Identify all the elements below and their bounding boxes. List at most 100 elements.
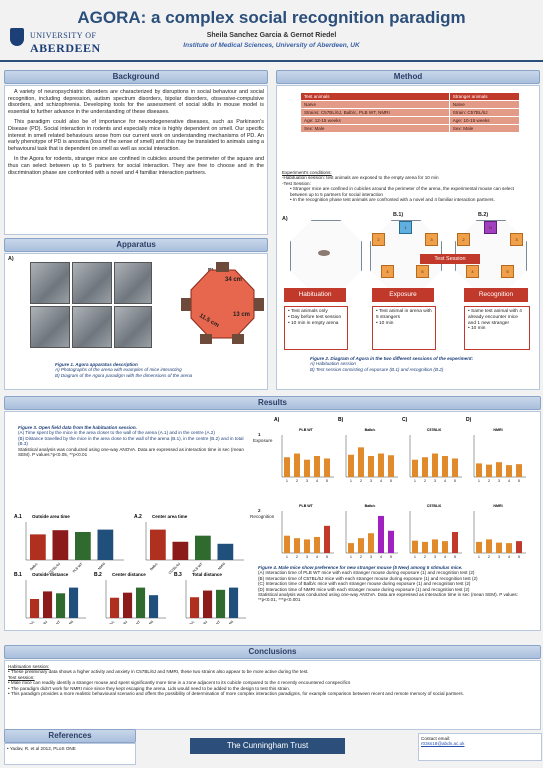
- animals-table: Test animals Stranger animals Naïve Naïve …: [300, 92, 521, 133]
- bar: [516, 464, 522, 477]
- tick-label: 2: [360, 555, 362, 559]
- bar: [432, 539, 438, 553]
- tick-label: 5: [390, 555, 392, 559]
- tick-label: 1: [414, 479, 416, 483]
- table-row: Naïve Naïve: [300, 100, 521, 109]
- bar: [358, 538, 364, 553]
- bar: [422, 541, 428, 553]
- tick-label: 3: [498, 479, 500, 483]
- chart-label: A.1: [14, 514, 22, 520]
- bar: [476, 463, 482, 477]
- tick-label: Balb/c: [149, 562, 159, 572]
- tick-label: PLB WT: [192, 562, 204, 574]
- chart-title: Outside distance: [32, 572, 69, 577]
- chart-title: NMRI: [493, 504, 502, 508]
- cubicle-icon: 1: [399, 221, 412, 234]
- apparatus-label-a: A): [8, 256, 14, 262]
- bar: [422, 457, 428, 477]
- tick-label: PLB WT: [72, 562, 84, 574]
- contact-email-link[interactable]: r03ss18@abdn.ac.uk: [421, 741, 465, 747]
- bar: [304, 459, 310, 477]
- chart-title: Balb/c: [365, 504, 376, 508]
- arena-photo-6: [114, 306, 152, 348]
- bar: [217, 543, 234, 560]
- chart-title: Balb/c: [365, 428, 376, 432]
- diagram-label-b2: B.2): [478, 212, 489, 218]
- cubicle-icon: 2: [372, 233, 385, 246]
- arena-diagram: [181, 262, 264, 344]
- bar: [442, 456, 448, 477]
- university-crest-icon: [10, 28, 24, 46]
- background-paragraph-3: In the Agora for rodents, stranger mice …: [8, 156, 264, 176]
- bar: [216, 589, 226, 618]
- habituation-details: • Test animals only • Day before test se…: [284, 306, 348, 350]
- figure-4-caption: Figure 4. Male mice show preference for …: [258, 565, 519, 603]
- tick-label: PLB WT: [130, 620, 142, 624]
- column-label: B): [338, 417, 344, 423]
- table-row: Sex: Male Sex: Male: [300, 124, 521, 133]
- background-heading: Background: [4, 70, 268, 84]
- bar: [294, 538, 300, 553]
- bar: [412, 459, 418, 477]
- cubicle-icon: 5: [501, 265, 514, 278]
- tick-label: 4: [316, 555, 318, 559]
- results-heading: Results: [4, 396, 541, 410]
- bar: [195, 535, 211, 560]
- tick-label: 5: [454, 479, 456, 483]
- bar: [432, 453, 438, 477]
- bar: [136, 587, 146, 618]
- figure-4-charts: A) PLB WT 1 2 3 4 5 B) Balb/c 1 2 3 4 5 C) C57BL/6 1 2 3 4 5…: [274, 417, 526, 559]
- bar: [203, 590, 213, 618]
- authors: Sheila Sanchez Garcia & Gernot Riedel: [206, 32, 337, 39]
- tick-label: PLB WT: [210, 620, 222, 624]
- tick-label: 5: [518, 479, 520, 483]
- mouse-icon: [318, 250, 330, 256]
- tick-label: 3: [434, 479, 436, 483]
- bar: [378, 453, 384, 477]
- university-logo: UNIVERSITY OF ABERDEEN: [30, 31, 101, 55]
- chart-title: Center area time: [152, 514, 188, 519]
- bar: [97, 529, 114, 560]
- conclusions-panel: Habituation session: • These preliminary…: [4, 660, 541, 730]
- tick-label: Balb/c: [26, 620, 36, 624]
- chart-title: C57BL/6: [427, 504, 441, 508]
- bar: [304, 539, 310, 553]
- tick-label: 2: [424, 555, 426, 559]
- table-row: Age: 12-15 weeks Age: 10-15 weeks: [300, 116, 521, 125]
- cubicle-icon: 3: [510, 233, 523, 246]
- chart-label: B.2: [94, 572, 102, 578]
- references-panel: • Yadav, R. et al 2012, PLoS ONE: [4, 743, 136, 765]
- chart-title: PLB WT: [299, 428, 314, 432]
- chart-title: PLB WT: [299, 504, 314, 508]
- tick-label: 1: [286, 555, 288, 559]
- bar: [30, 599, 40, 618]
- tick-label: 2: [488, 555, 490, 559]
- cubicle-icon: N: [484, 221, 497, 234]
- bar: [348, 454, 354, 477]
- diagram-label-a: A): [282, 216, 288, 222]
- bar: [30, 534, 46, 560]
- fig4-chart: NMRI 1 2 3 4 5: [473, 504, 526, 559]
- arena-dimension-34: 34 cm: [225, 277, 243, 283]
- tick-label: 2: [296, 479, 298, 483]
- tick-label: C57BL/6J: [195, 620, 209, 624]
- contact-panel: Contact email: r03ss18@abdn.ac.uk: [418, 733, 542, 761]
- bar: [506, 465, 512, 477]
- tick-label: NMRI: [225, 620, 234, 624]
- conclusions-heading: Conclusions: [4, 645, 541, 659]
- bar: [378, 515, 384, 553]
- bar: [190, 597, 200, 618]
- bar: [412, 540, 418, 553]
- bar: [368, 456, 374, 477]
- tick-label: 1: [478, 479, 480, 483]
- stage-habituation: Habituation: [284, 288, 346, 302]
- column-label: D): [466, 417, 472, 423]
- tick-label: NMRI: [217, 562, 226, 571]
- fig4-chart: Balb/c 1 2 3 4 5: [345, 504, 398, 559]
- test-session-label: Test Session: [420, 254, 480, 264]
- tick-label: 4: [508, 479, 510, 483]
- tick-label: 1: [350, 555, 352, 559]
- bar: [476, 541, 482, 553]
- tick-label: C57BL/6J: [115, 620, 129, 624]
